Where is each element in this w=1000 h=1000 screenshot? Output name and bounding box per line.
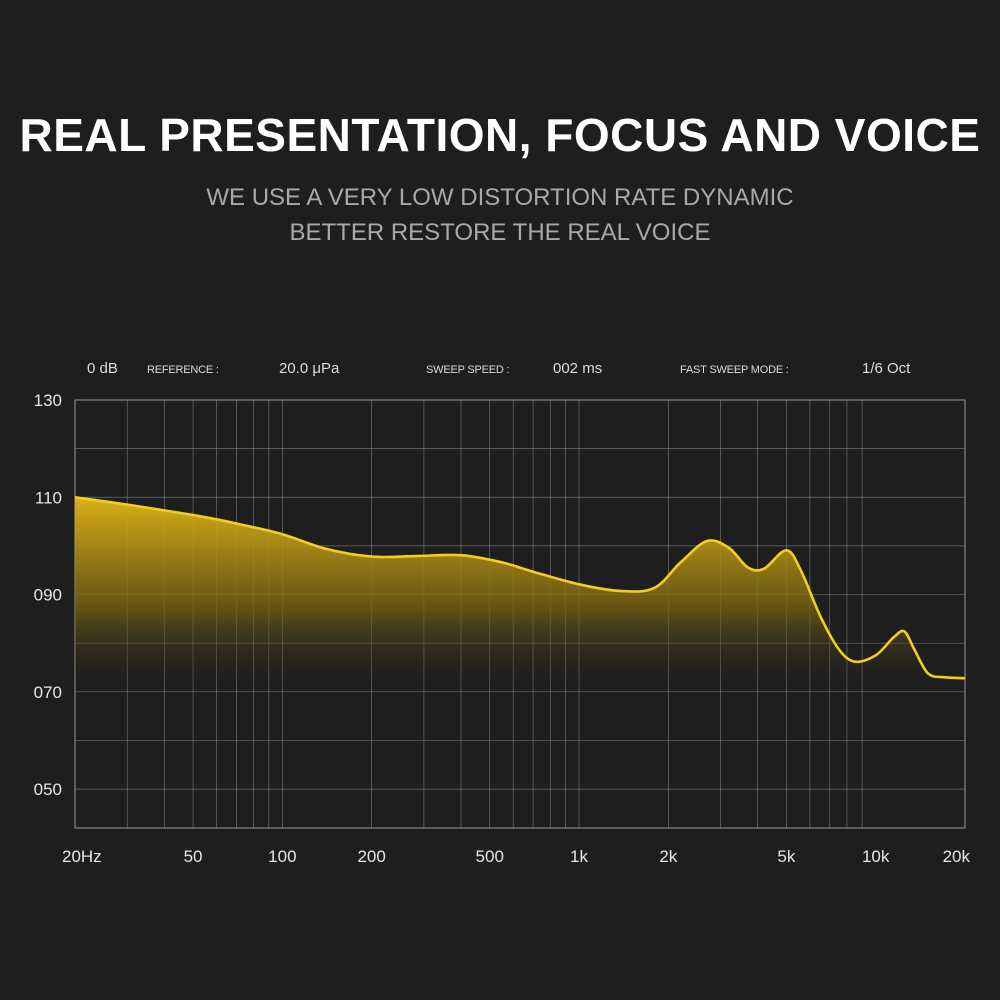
page-title: REAL PRESENTATION, FOCUS AND VOICE [19,109,981,161]
x-tick-labels: 20Hz 50 100 200 500 1k 2k 5k 10k 20k [62,847,970,866]
db-reading: 0 dB [87,360,118,377]
x-tick-label: 20k [943,847,971,866]
x-tick-label: 2k [659,847,677,866]
y-tick-label: 090 [34,586,62,605]
y-tick-label: 050 [34,780,62,799]
series-line [74,496,966,680]
reference-value: 20.0 μPa [279,360,340,377]
response-area-fill [75,497,965,692]
y-tick-label: 070 [34,683,62,702]
x-tick-label: 500 [476,847,504,866]
x-tick-label: 50 [184,847,203,866]
sweep-mode-value: 1/6 Oct [862,360,911,377]
y-tick-labels: 130 110 090 070 050 [34,391,62,799]
response-curve [74,496,966,680]
sweep-mode-label: FAST SWEEP MODE : [680,364,789,376]
sweep-speed-label: SWEEP SPEED : [426,364,510,376]
x-tick-label: 5k [777,847,795,866]
subtitle-line-2: BETTER RESTORE THE REAL VOICE [289,219,711,246]
series-area [75,497,965,692]
reference-label: REFERENCE : [147,364,219,376]
sweep-speed-value: 002 ms [553,360,603,377]
x-tick-label: 200 [357,847,385,866]
x-tick-label: 20Hz [62,847,102,866]
x-tick-label: 100 [268,847,296,866]
x-tick-label: 10k [862,847,890,866]
y-tick-label: 130 [34,391,62,410]
x-tick-label: 1k [570,847,588,866]
subtitle-line-1: WE USE A VERY LOW DISTORTION RATE DYNAMI… [206,184,794,211]
y-tick-label: 110 [35,488,62,507]
